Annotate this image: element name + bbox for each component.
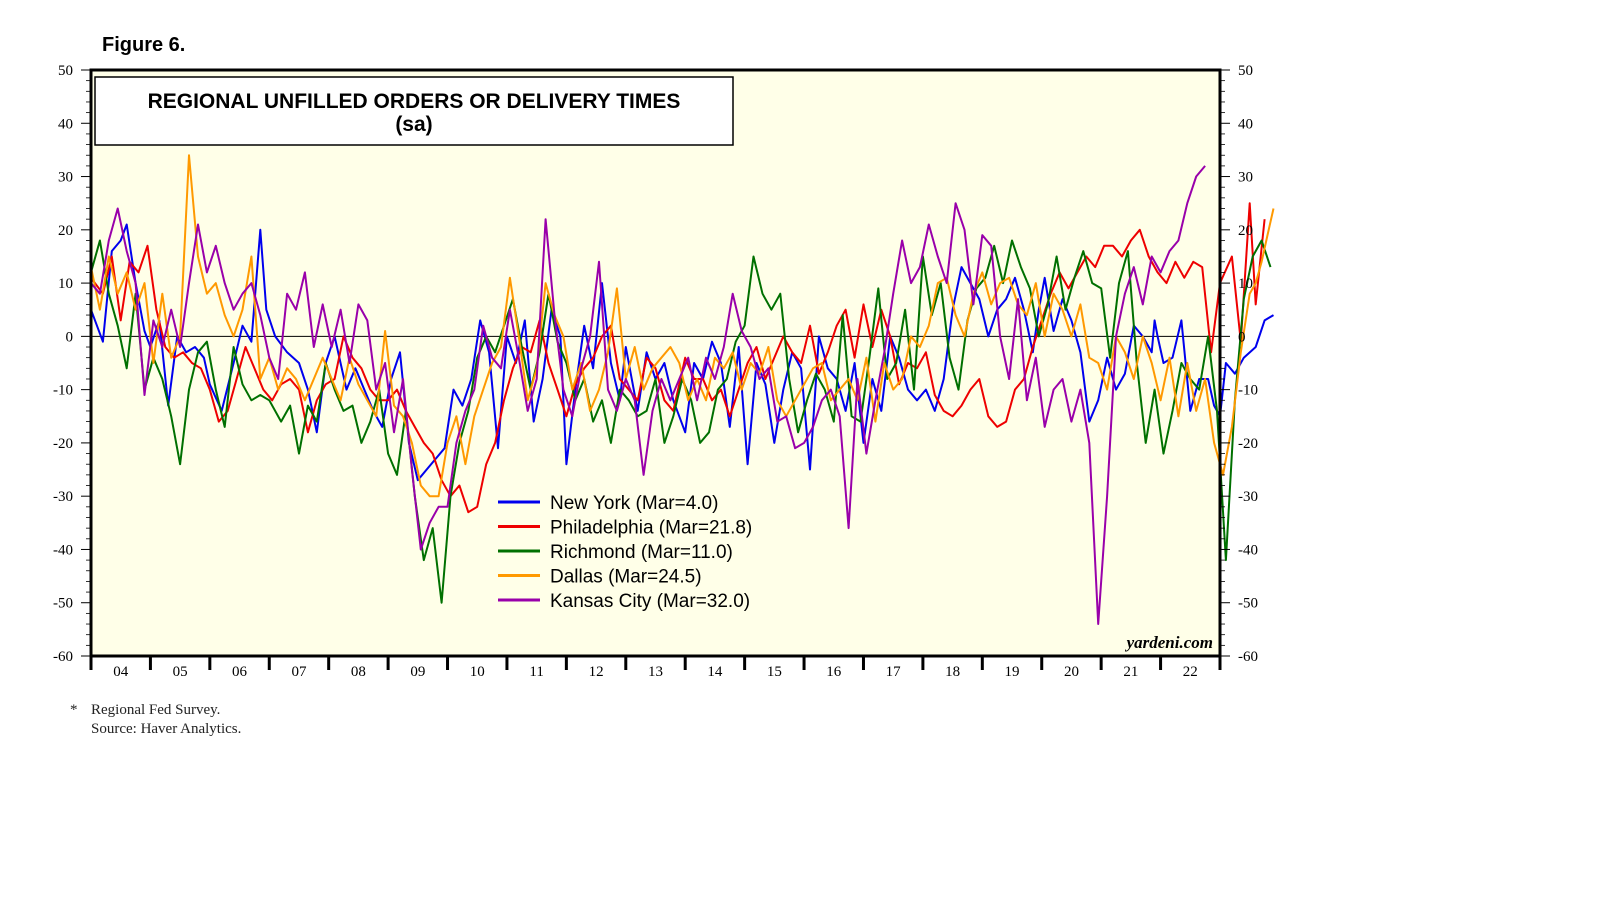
- x-tick-label: 12: [589, 664, 604, 680]
- axes: 50 50 40 40 30 30 20 20 10 10 0 0 -10 -10 -20 -20 -30 -30…: [53, 63, 1258, 680]
- x-tick-label: 10: [470, 664, 485, 680]
- y-tick-label-left: -60: [53, 649, 73, 665]
- legend-label-new-york: New York (Mar=4.0): [550, 493, 718, 514]
- y-tick-label-right: -40: [1238, 542, 1258, 558]
- legend: New York (Mar=4.0) Philadelphia (Mar=21.8…: [498, 493, 752, 612]
- y-tick-label-left: -30: [53, 489, 73, 505]
- series-line-philadelphia: [90, 202, 1266, 514]
- series-line-kansas-city: [90, 165, 1206, 625]
- x-tick-label: 21: [1123, 664, 1138, 680]
- x-tick-label: 18: [945, 664, 960, 680]
- y-tick-label-right: 30: [1238, 170, 1253, 186]
- x-tick-label: 07: [291, 664, 307, 680]
- y-tick-label-left: -10: [53, 383, 73, 399]
- y-tick-label-right: 40: [1238, 116, 1253, 132]
- x-tick-label: 09: [410, 664, 425, 680]
- x-tick-label: 04: [113, 664, 129, 680]
- x-tick-label: 06: [232, 664, 248, 680]
- plot-frame: [89, 68, 1222, 658]
- legend-label-philadelphia: Philadelphia (Mar=21.8): [550, 518, 752, 539]
- legend-label-richmond: Richmond (Mar=11.0): [550, 542, 733, 563]
- legend-label-kansas-city: Kansas City (Mar=32.0): [550, 591, 750, 612]
- y-tick-label-right: -10: [1238, 383, 1258, 399]
- x-tick-label: 15: [767, 664, 782, 680]
- y-tick-label-left: -20: [53, 436, 73, 452]
- y-tick-label-left: 50: [58, 63, 73, 79]
- x-tick-label: 22: [1183, 664, 1198, 680]
- x-tick-label: 08: [351, 664, 366, 680]
- footnote-source-2: Source: Haver Analytics.: [91, 721, 242, 737]
- y-tick-label-left: 30: [58, 170, 73, 186]
- y-tick-label-right: -60: [1238, 649, 1258, 665]
- y-tick-label-left: 40: [58, 116, 73, 132]
- x-tick-label: 11: [529, 664, 543, 680]
- title-box: REGIONAL UNFILLED ORDERS OR DELIVERY TIM…: [94, 76, 734, 146]
- y-tick-label-right: 20: [1238, 223, 1253, 239]
- y-tick-label-right: -50: [1238, 596, 1258, 612]
- x-tick-label: 16: [826, 664, 842, 680]
- series-line-dallas: [90, 154, 1275, 498]
- x-tick-label: 17: [886, 664, 902, 680]
- x-tick-label: 05: [173, 664, 188, 680]
- y-tick-label-right: -20: [1238, 436, 1258, 452]
- footnote-source-1: Regional Fed Survey.: [91, 702, 221, 718]
- y-tick-label-right: 10: [1238, 276, 1253, 292]
- title-box-frame: [94, 76, 734, 146]
- series-layer: [90, 154, 1275, 625]
- y-tick-label-left: 10: [58, 276, 73, 292]
- x-tick-label: 13: [648, 664, 663, 680]
- y-tick-label-right: -30: [1238, 489, 1258, 505]
- y-tick-label-left: -50: [53, 596, 73, 612]
- chart-title: REGIONAL UNFILLED ORDERS OR DELIVERY TIM…: [148, 90, 681, 113]
- watermark: yardeni.com: [1125, 633, 1213, 652]
- footnote-marker: *: [70, 702, 78, 718]
- y-tick-label-right: 0: [1238, 329, 1246, 345]
- y-tick-label-left: -40: [53, 542, 73, 558]
- x-tick-label: 14: [707, 664, 723, 680]
- x-tick-label: 20: [1064, 664, 1079, 680]
- series-line-new-york: [90, 223, 1275, 482]
- x-tick-label: 19: [1005, 664, 1020, 680]
- y-tick-label-right: 50: [1238, 63, 1253, 79]
- figure-label: Figure 6.: [102, 34, 186, 56]
- y-tick-label-left: 20: [58, 223, 73, 239]
- chart-subtitle: (sa): [395, 113, 432, 136]
- legend-label-dallas: Dallas (Mar=24.5): [550, 567, 702, 588]
- y-tick-label-left: 0: [66, 329, 74, 345]
